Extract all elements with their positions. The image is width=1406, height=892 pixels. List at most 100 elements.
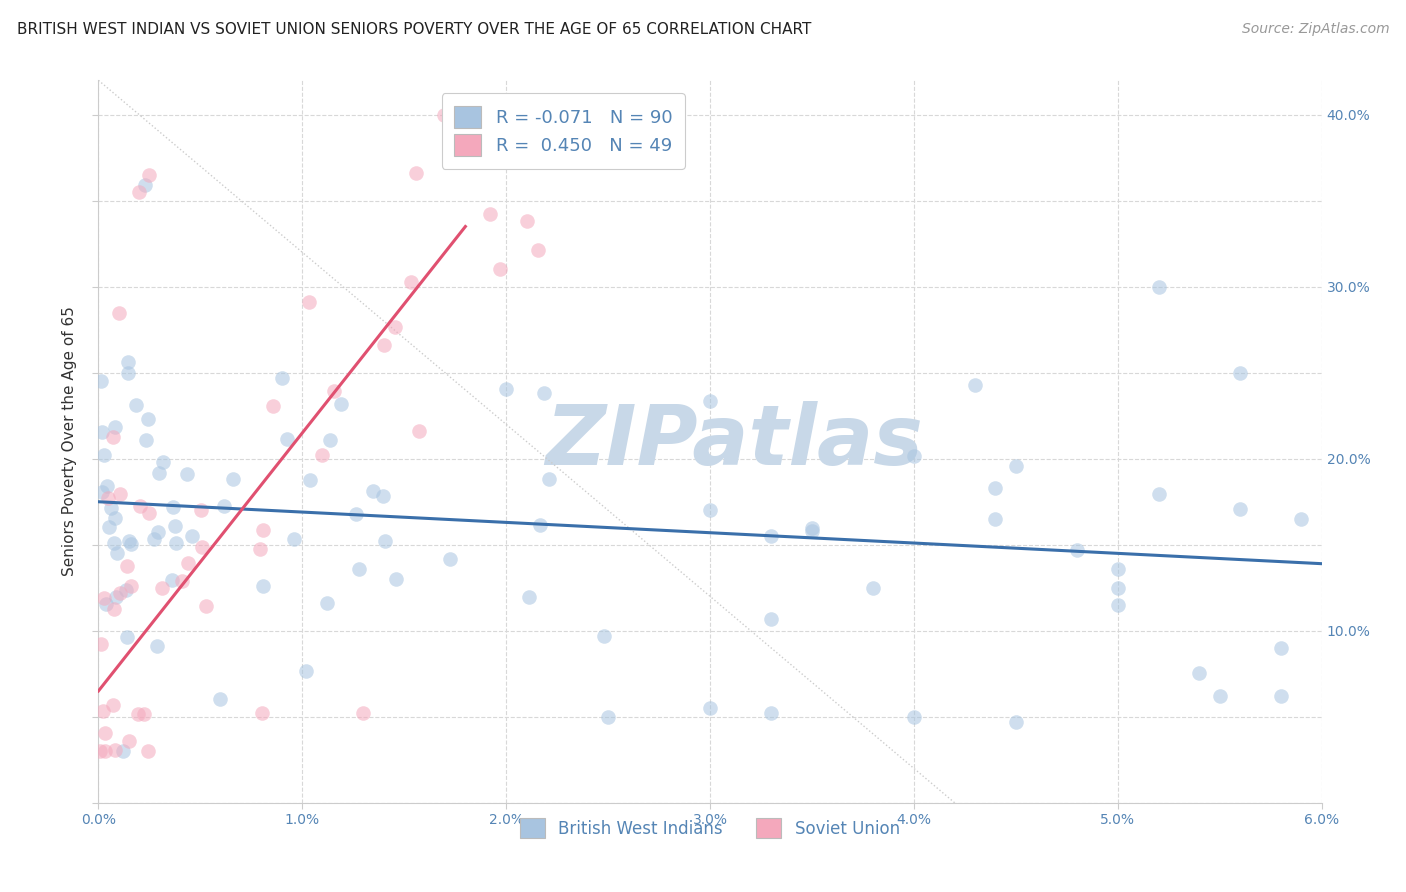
Y-axis label: Seniors Poverty Over the Age of 65: Seniors Poverty Over the Age of 65 (62, 307, 77, 576)
Point (143, 533, 166, 547)
Point (93, 591, 115, 605)
Point (401, 275, 423, 289)
Point (1289, 512, 1312, 526)
Point (94, 597, 117, 611)
Point (165, 536, 187, 550)
Point (384, 319, 406, 334)
Point (903, 710, 925, 724)
Point (148, 466, 170, 480)
Point (89, 744, 111, 758)
Point (373, 489, 395, 503)
Point (283, 533, 305, 547)
Point (347, 562, 370, 576)
Point (104, 511, 127, 525)
Point (373, 338, 395, 352)
Point (262, 399, 284, 413)
Point (598, 710, 620, 724)
Point (984, 482, 1007, 496)
Point (118, 533, 141, 548)
Point (529, 517, 551, 532)
Point (433, 108, 456, 122)
Point (1004, 458, 1026, 473)
Point (105, 590, 128, 604)
Point (209, 692, 232, 706)
Point (439, 552, 461, 566)
Point (177, 557, 200, 571)
Point (181, 529, 204, 543)
Point (385, 572, 408, 586)
Point (801, 524, 824, 538)
Point (903, 449, 925, 463)
Point (160, 573, 183, 587)
Point (761, 706, 783, 721)
Point (592, 629, 614, 643)
Point (138, 168, 160, 182)
Point (100, 501, 122, 516)
Point (963, 377, 986, 392)
Point (115, 631, 138, 645)
Point (517, 590, 540, 604)
Point (316, 596, 339, 610)
Point (699, 394, 721, 409)
Point (537, 472, 560, 486)
Point (101, 430, 124, 444)
Point (699, 701, 721, 715)
Point (361, 484, 384, 499)
Point (311, 448, 333, 462)
Point (163, 518, 186, 533)
Text: ZIPatlas: ZIPatlas (546, 401, 924, 482)
Point (1107, 581, 1129, 595)
Point (117, 355, 139, 369)
Point (108, 305, 131, 319)
Point (352, 706, 374, 721)
Point (104, 420, 127, 434)
Point (295, 664, 318, 678)
Point (1270, 689, 1292, 703)
Point (252, 523, 274, 537)
Point (120, 579, 142, 593)
Point (117, 559, 139, 574)
Point (1188, 666, 1211, 681)
Point (111, 744, 134, 758)
Point (108, 486, 131, 500)
Point (195, 599, 218, 613)
Point (271, 371, 294, 385)
Point (479, 207, 502, 221)
Point (1107, 561, 1129, 575)
Point (488, 262, 510, 277)
Point (93, 705, 115, 719)
Point (299, 473, 322, 487)
Point (319, 434, 342, 448)
Point (1270, 641, 1292, 656)
Point (127, 706, 149, 721)
Point (1229, 366, 1251, 380)
Point (104, 743, 127, 757)
Point (699, 503, 721, 517)
Point (516, 214, 538, 228)
Point (96, 478, 118, 492)
Point (984, 512, 1007, 526)
Point (1147, 279, 1170, 293)
Point (322, 384, 344, 398)
Point (329, 397, 352, 411)
Point (136, 744, 159, 758)
Point (344, 508, 367, 522)
Point (91, 425, 114, 439)
Point (132, 707, 155, 722)
Point (191, 541, 214, 555)
Point (120, 537, 142, 551)
Point (1208, 689, 1232, 703)
Point (98, 519, 121, 533)
Point (176, 467, 198, 481)
Point (1229, 501, 1251, 516)
Point (138, 506, 160, 520)
Legend: British West Indians, Soviet Union: British West Indians, Soviet Union (513, 812, 907, 845)
Point (408, 424, 430, 438)
Point (136, 411, 159, 425)
Point (761, 612, 783, 626)
Point (93, 448, 115, 462)
Point (134, 178, 156, 192)
Point (1066, 543, 1088, 558)
Point (495, 383, 517, 397)
Point (129, 499, 152, 513)
